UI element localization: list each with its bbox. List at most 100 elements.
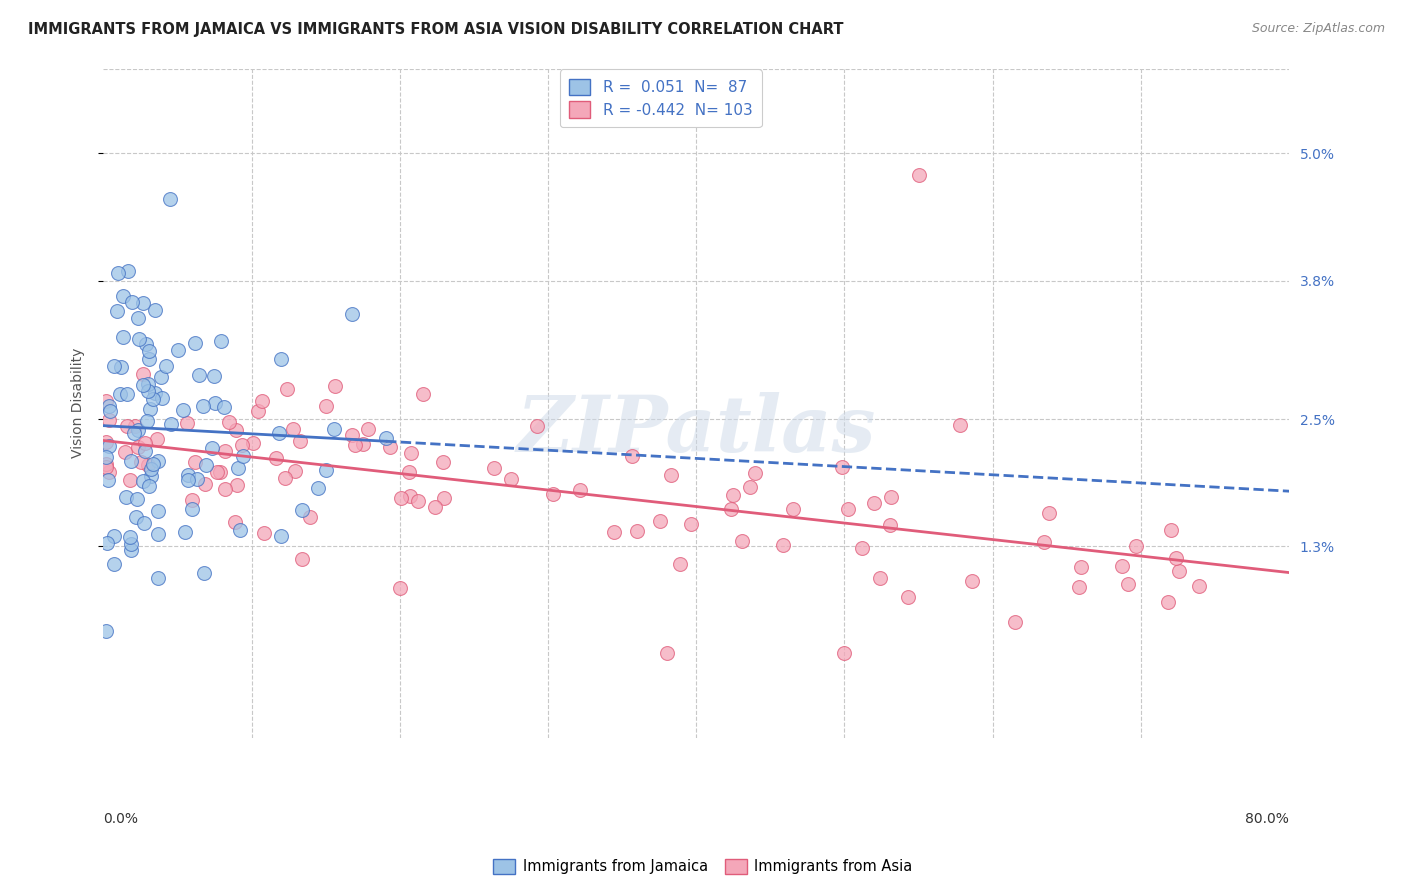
Point bbox=[111, 330, 134, 344]
Text: 0.0%: 0.0% bbox=[103, 812, 138, 826]
Point bbox=[721, 488, 744, 502]
Point bbox=[274, 471, 297, 485]
Point bbox=[307, 481, 329, 495]
Point bbox=[648, 514, 671, 528]
Point bbox=[167, 343, 190, 358]
Point bbox=[201, 441, 224, 455]
Point bbox=[1067, 581, 1090, 595]
Point bbox=[136, 377, 159, 392]
Point bbox=[960, 574, 983, 589]
Point bbox=[231, 438, 253, 452]
Point bbox=[948, 418, 970, 433]
Point bbox=[127, 311, 149, 326]
Point bbox=[148, 503, 170, 517]
Point bbox=[406, 494, 429, 508]
Point bbox=[1164, 550, 1187, 565]
Point bbox=[482, 460, 505, 475]
Point bbox=[344, 438, 367, 452]
Point bbox=[322, 422, 344, 436]
Point bbox=[125, 492, 148, 507]
Point bbox=[291, 552, 314, 566]
Point bbox=[298, 510, 321, 524]
Point bbox=[226, 477, 249, 491]
Point bbox=[180, 492, 202, 507]
Point bbox=[96, 435, 118, 450]
Point bbox=[266, 451, 288, 466]
Point bbox=[128, 332, 150, 346]
Point bbox=[391, 491, 413, 505]
Point bbox=[149, 370, 172, 384]
Point bbox=[1111, 559, 1133, 574]
Point bbox=[433, 491, 456, 505]
Point bbox=[143, 385, 166, 400]
Point bbox=[136, 458, 159, 472]
Point bbox=[626, 524, 648, 538]
Point bbox=[499, 472, 522, 486]
Point bbox=[837, 501, 859, 516]
Point bbox=[879, 517, 901, 532]
Point bbox=[214, 443, 236, 458]
Legend: Immigrants from Jamaica, Immigrants from Asia: Immigrants from Jamaica, Immigrants from… bbox=[488, 853, 918, 880]
Point bbox=[224, 515, 246, 529]
Point bbox=[117, 264, 139, 278]
Point bbox=[661, 468, 683, 483]
Point bbox=[291, 502, 314, 516]
Point bbox=[270, 529, 292, 543]
Point bbox=[205, 465, 228, 479]
Point bbox=[135, 337, 157, 351]
Point bbox=[146, 432, 169, 446]
Point bbox=[541, 487, 564, 501]
Point bbox=[290, 434, 312, 448]
Point bbox=[389, 581, 412, 595]
Point bbox=[655, 646, 678, 660]
Point bbox=[834, 646, 856, 660]
Point bbox=[129, 455, 152, 469]
Point bbox=[141, 468, 163, 483]
Text: Source: ZipAtlas.com: Source: ZipAtlas.com bbox=[1251, 22, 1385, 36]
Point bbox=[253, 526, 276, 541]
Point bbox=[1070, 560, 1092, 574]
Point bbox=[96, 624, 118, 639]
Point bbox=[831, 460, 853, 475]
Point bbox=[412, 387, 434, 401]
Point bbox=[103, 558, 125, 572]
Text: IMMIGRANTS FROM JAMAICA VS IMMIGRANTS FROM ASIA VISION DISABILITY CORRELATION CH: IMMIGRANTS FROM JAMAICA VS IMMIGRANTS FR… bbox=[28, 22, 844, 37]
Point bbox=[340, 427, 363, 442]
Point bbox=[907, 168, 929, 182]
Point bbox=[869, 571, 891, 585]
Point bbox=[315, 463, 337, 477]
Point bbox=[96, 457, 118, 471]
Point bbox=[139, 401, 162, 416]
Point bbox=[121, 295, 143, 310]
Point bbox=[202, 369, 225, 384]
Point bbox=[681, 516, 703, 531]
Point bbox=[176, 467, 198, 482]
Point bbox=[98, 413, 121, 427]
Point bbox=[1156, 595, 1178, 609]
Point bbox=[603, 524, 626, 539]
Point bbox=[209, 465, 232, 479]
Point bbox=[323, 379, 346, 393]
Point bbox=[105, 303, 128, 318]
Point bbox=[212, 400, 235, 414]
Point bbox=[250, 394, 273, 409]
Point bbox=[195, 458, 218, 473]
Point bbox=[283, 422, 305, 436]
Point bbox=[132, 368, 155, 382]
Point bbox=[569, 483, 592, 497]
Point bbox=[120, 543, 142, 558]
Point bbox=[772, 538, 794, 552]
Point bbox=[214, 482, 236, 496]
Point bbox=[96, 536, 118, 550]
Point bbox=[669, 558, 692, 572]
Point bbox=[160, 417, 183, 432]
Point bbox=[720, 502, 742, 516]
Point bbox=[432, 455, 454, 469]
Point bbox=[1160, 523, 1182, 537]
Point bbox=[97, 473, 120, 487]
Point bbox=[146, 571, 169, 585]
Point bbox=[276, 382, 298, 396]
Point bbox=[138, 344, 160, 359]
Point bbox=[139, 462, 162, 476]
Text: ZIPatlas: ZIPatlas bbox=[516, 392, 876, 468]
